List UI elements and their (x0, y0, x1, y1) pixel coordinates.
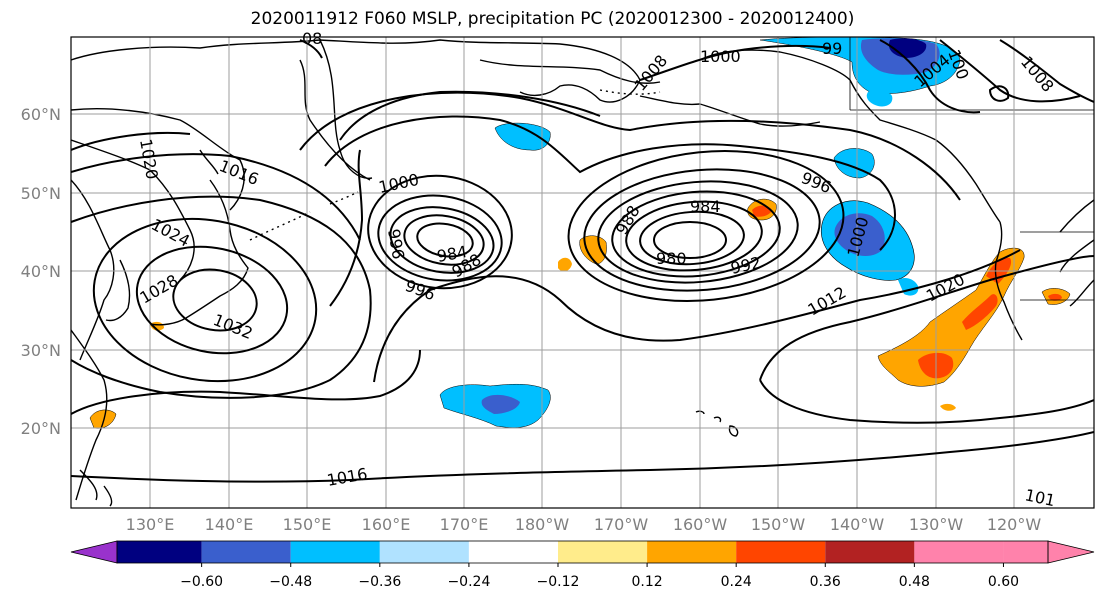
lat-label: 60°N (21, 105, 61, 124)
lon-label: 120°W (987, 515, 1042, 534)
colorbar-cell (201, 541, 291, 563)
colorbar-extend-low (70, 540, 118, 564)
mslp-contours (71, 39, 1094, 483)
contour-label: 980 (656, 249, 687, 268)
colorbar-tick-label: 0.36 (810, 574, 841, 590)
map-frame (70, 36, 1095, 509)
lon-label: 150°W (751, 515, 806, 534)
lon-label: 140°E (205, 515, 254, 534)
lon-label: 140°W (830, 515, 885, 534)
colorbar-tick-label: −0.60 (180, 574, 223, 590)
graticule (71, 37, 1094, 508)
colorbar-cell (117, 541, 202, 563)
colorbar-extend-high (1047, 540, 1095, 564)
colorbar-tick-label: −0.36 (358, 574, 401, 590)
colorbar-cell (825, 541, 915, 563)
contour-label: 1000 (700, 47, 741, 66)
precip-shading (89, 37, 1071, 429)
colorbar-tick-label: 0.12 (632, 574, 663, 590)
contour-label: 99 (822, 39, 842, 58)
colorbar-cell (468, 541, 558, 563)
lat-label: 20°N (21, 419, 61, 438)
colorbar-tick-label: −0.48 (269, 574, 312, 590)
colorbar-cell (736, 541, 826, 563)
lon-label: 160°E (362, 515, 411, 534)
lon-label: 130°E (126, 515, 175, 534)
lon-label: 160°W (673, 515, 728, 534)
map-area (71, 37, 1094, 508)
colorbar-cell (558, 541, 648, 563)
colorbar-cell (379, 541, 469, 563)
lon-label: 180°W (515, 515, 570, 534)
colorbar-cell (647, 541, 737, 563)
lon-label: 130°W (909, 515, 964, 534)
lat-label: 40°N (21, 262, 61, 281)
map-title: 2020011912 F060 MSLP, precipitation PC (… (250, 9, 855, 29)
contour-label: 984 (690, 197, 721, 216)
colorbar: −0.60 −0.48 −0.36 −0.24 −0.12 0.12 0.24 0.36 0.4… (70, 540, 1095, 590)
colorbar-tick-label: −0.12 (537, 574, 580, 590)
lon-label: 170°W (594, 515, 649, 534)
colorbar-tick-label: 0.48 (899, 574, 930, 590)
lon-label: 170°E (440, 515, 489, 534)
contour-label: 08 (302, 29, 322, 48)
colorbar-tick-label: −0.24 (447, 574, 490, 590)
longitude-labels: 130°E 140°E 150°E 160°E 170°E 180°W 170°… (126, 515, 1042, 534)
colorbar-cell (290, 541, 380, 563)
coastlines (71, 37, 1094, 507)
latitude-labels: 60°N 50°N 40°N 30°N 20°N (21, 105, 61, 438)
colorbar-cell (1003, 541, 1048, 563)
colorbar-tick-label: 0.24 (721, 574, 752, 590)
colorbar-tick-label: 0.60 (988, 574, 1019, 590)
lat-label: 30°N (21, 341, 61, 360)
lon-label: 150°E (283, 515, 332, 534)
lat-label: 50°N (21, 184, 61, 203)
colorbar-cell (914, 541, 1004, 563)
